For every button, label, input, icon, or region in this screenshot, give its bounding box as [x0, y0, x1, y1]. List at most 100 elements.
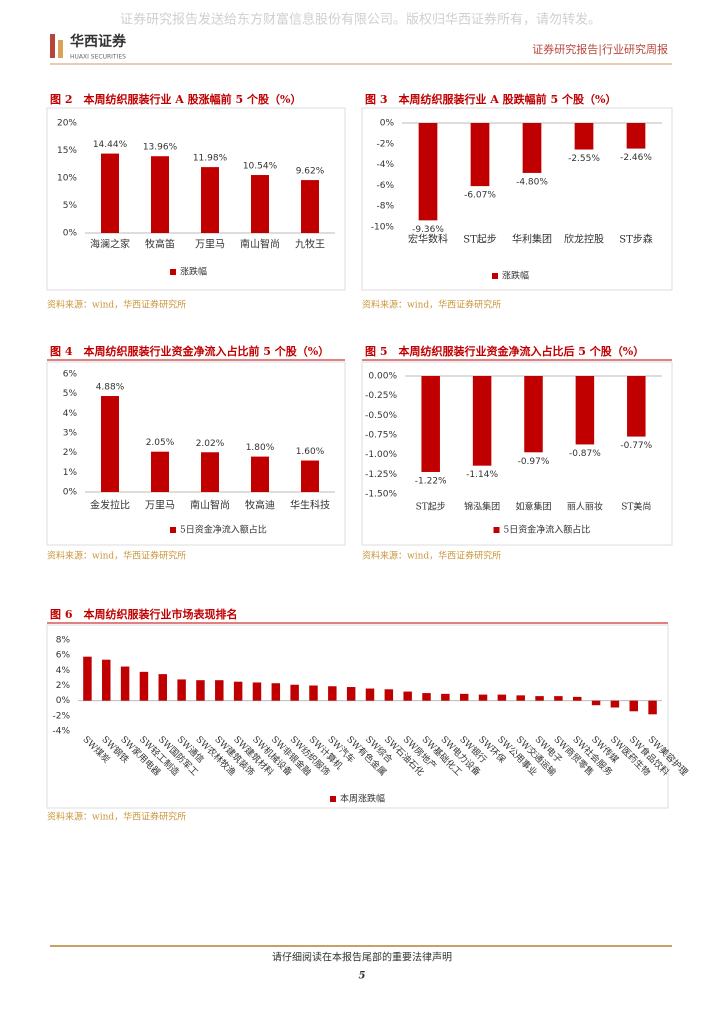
bar	[522, 123, 542, 173]
y-tick-label: 0%	[63, 229, 78, 239]
bar	[574, 123, 594, 150]
bar	[610, 700, 620, 708]
y-tick-label: 2%	[63, 448, 78, 458]
value-label: -4.80%	[516, 177, 548, 187]
category-label: 海澜之家	[90, 238, 130, 251]
value-label: 11.98%	[193, 154, 228, 164]
bar	[516, 695, 525, 701]
y-tick-label: -1.50%	[365, 490, 397, 500]
value-label: -9.36%	[412, 225, 444, 235]
bar	[201, 452, 219, 492]
logo-subtext: HUAXI SECURITIES	[70, 54, 126, 61]
bar	[215, 680, 224, 701]
bar	[301, 180, 319, 233]
value-label: 9.62%	[296, 167, 325, 177]
bar	[629, 700, 638, 712]
bar	[459, 693, 469, 701]
source-note: 资料来源：wind，华西证券研究所	[47, 299, 186, 311]
chart-frame	[361, 107, 673, 291]
bar	[535, 696, 544, 701]
y-tick-label: 10%	[57, 174, 77, 184]
bar	[384, 689, 394, 701]
legend-label: 涨跌幅	[502, 270, 529, 282]
category-label: 如意集团	[515, 501, 551, 513]
bar	[554, 696, 563, 701]
bar	[478, 694, 488, 701]
value-label: 2.02%	[196, 439, 225, 449]
category-label: 华利集团	[512, 233, 552, 246]
value-label: 10.54%	[243, 162, 278, 172]
report-type: 证券研究报告|行业研究周报	[532, 42, 668, 57]
y-tick-label: -1.25%	[365, 470, 397, 480]
y-tick-label: 5%	[63, 201, 78, 211]
y-tick-label: -0.75%	[365, 431, 397, 441]
category-label: 宏华数科	[408, 233, 448, 246]
bar	[441, 693, 450, 701]
figure-title: 图 6 本周纺织服装行业市场表现排名	[50, 607, 237, 621]
legend-swatch	[170, 527, 176, 533]
bar	[151, 156, 169, 233]
y-tick-label: -4%	[376, 160, 394, 170]
category-label: 万里马	[195, 239, 225, 251]
value-label: 14.44%	[93, 140, 128, 150]
chart-frame	[46, 361, 346, 546]
y-tick-label: 5%	[63, 389, 78, 399]
bar	[346, 687, 356, 701]
y-tick-label: 4%	[56, 666, 71, 676]
y-tick-label: 0.00%	[368, 372, 397, 382]
category-label: 万里马	[145, 500, 175, 512]
y-tick-label: 4%	[63, 409, 78, 419]
source-note: 资料来源：wind，华西证券研究所	[47, 811, 186, 823]
y-tick-label: 0%	[56, 696, 71, 706]
figure-title: 图 2 本周纺织服装行业 A 股涨幅前 5 个股（%）	[50, 92, 301, 106]
legend-label: 5日资金净流入额占比	[504, 524, 591, 536]
bar	[251, 456, 269, 492]
y-tick-label: -2%	[52, 711, 70, 721]
legend-swatch	[493, 527, 500, 533]
y-tick-label: 8%	[56, 636, 71, 646]
bar	[151, 451, 169, 492]
category-label: ST起步	[416, 502, 446, 513]
value-label: -2.55%	[568, 154, 600, 164]
bar	[497, 694, 507, 701]
value-label: 4.88%	[96, 383, 125, 393]
bar	[201, 167, 219, 233]
value-label: -0.97%	[518, 457, 550, 467]
value-label: -1.22%	[415, 476, 447, 486]
y-tick-label: -2%	[376, 139, 394, 149]
category-label: 丽人丽妆	[567, 501, 603, 513]
bar	[572, 696, 582, 701]
bar	[648, 700, 657, 715]
bar	[421, 376, 440, 472]
legend-swatch	[492, 273, 498, 279]
legend-label: 5日资金净流入额占比	[180, 524, 267, 536]
chart-frame	[46, 624, 669, 809]
category-label: 华生科技	[290, 499, 330, 512]
y-tick-label: 3%	[63, 429, 78, 439]
category-label: 南山智尚	[190, 499, 230, 512]
category-label: 九牧王	[295, 238, 325, 251]
bar	[470, 123, 490, 187]
bar	[301, 460, 319, 492]
category-label: ST起步	[463, 234, 497, 246]
value-label: -0.87%	[569, 449, 601, 459]
legend-swatch	[170, 269, 176, 275]
value-label: 13.96%	[143, 143, 178, 153]
bar	[472, 376, 492, 466]
category-label: 欣龙控股	[564, 233, 604, 246]
bar	[177, 679, 186, 701]
bar	[575, 376, 595, 445]
bar	[418, 123, 438, 221]
y-tick-label: -6%	[376, 181, 394, 191]
bar	[591, 700, 601, 706]
figure-title: 图 4 本周纺织服装行业资金净流入占比前 5 个股（%）	[50, 344, 329, 358]
y-tick-label: -4%	[52, 727, 70, 737]
value-label: -1.14%	[466, 470, 498, 480]
category-label: 金发拉比	[90, 499, 130, 512]
category-label: 牧高迪	[245, 499, 275, 512]
figure-title: 图 5 本周纺织服装行业资金净流入占比后 5 个股（%）	[365, 344, 644, 358]
figure-title: 图 3 本周纺织服装行业 A 股跌幅前 5 个股（%）	[365, 92, 616, 106]
chart-frame	[361, 361, 673, 546]
page-number: 5	[359, 971, 366, 982]
